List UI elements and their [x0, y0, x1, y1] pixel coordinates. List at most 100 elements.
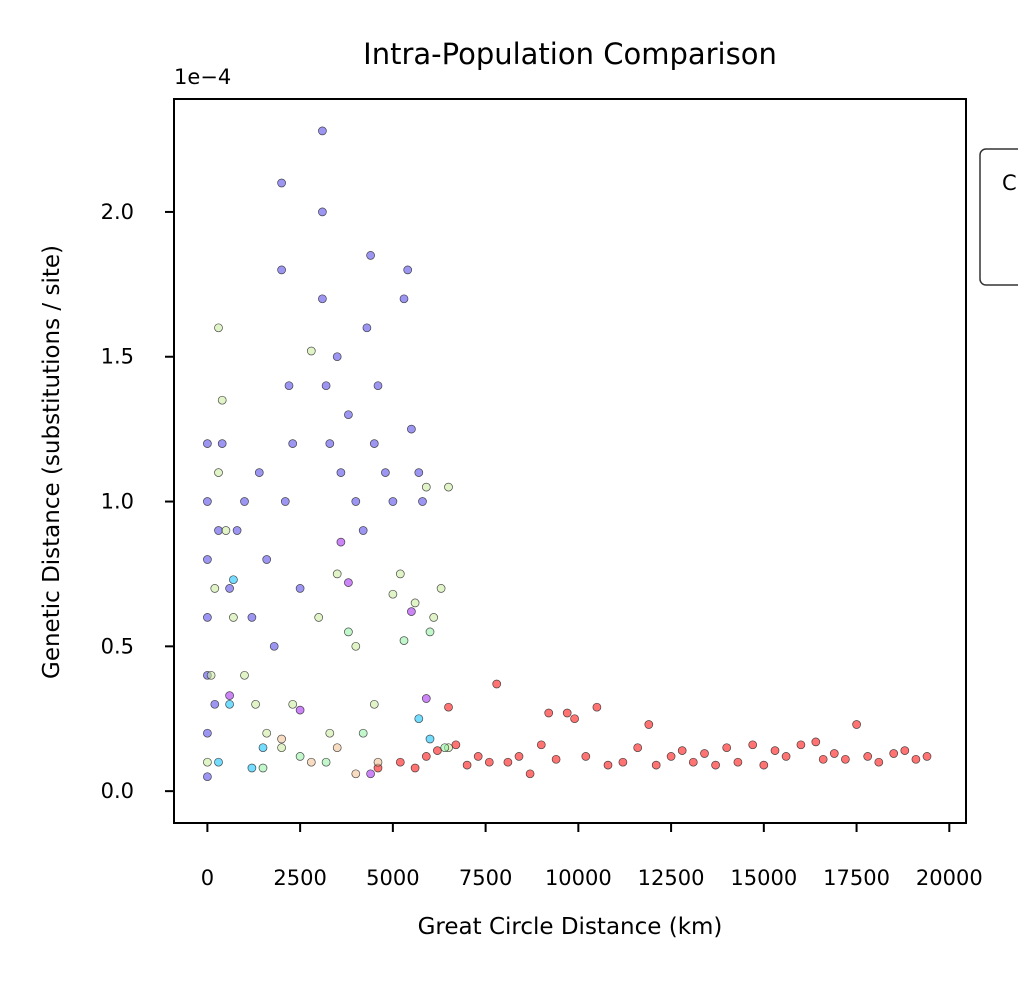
- y-axis-multiplier: 1e−4: [174, 65, 231, 89]
- data-point: [852, 720, 861, 729]
- data-point: [421, 694, 431, 703]
- data-point: [251, 699, 260, 709]
- x-tick-label: 10000: [545, 866, 612, 890]
- data-point: [318, 126, 327, 136]
- x-tick-label: 2500: [273, 866, 326, 890]
- series-6: [277, 734, 383, 779]
- data-points: [203, 126, 932, 782]
- data-point: [644, 720, 654, 729]
- data-point: [433, 746, 442, 755]
- series-5: [225, 537, 431, 779]
- data-point: [900, 746, 910, 755]
- data-point: [214, 526, 223, 535]
- data-point: [332, 352, 342, 362]
- data-point: [314, 613, 324, 622]
- data-point: [551, 754, 561, 764]
- data-point: [210, 699, 220, 709]
- data-point: [321, 757, 331, 767]
- series-3: [258, 627, 450, 773]
- data-point: [425, 734, 435, 744]
- data-point: [570, 714, 579, 724]
- data-point: [344, 578, 353, 587]
- data-point: [247, 763, 257, 773]
- x-tick-label: 5000: [366, 866, 419, 890]
- series-4: [214, 575, 435, 773]
- data-point: [759, 760, 769, 770]
- data-point: [288, 699, 298, 709]
- data-point: [444, 482, 453, 492]
- data-point: [781, 752, 791, 761]
- data-point: [240, 497, 249, 506]
- data-point: [688, 757, 698, 767]
- data-point: [332, 743, 342, 753]
- data-point: [544, 708, 554, 718]
- data-point: [381, 468, 390, 477]
- data-point: [436, 584, 446, 593]
- data-point: [403, 265, 413, 275]
- data-point: [889, 749, 899, 758]
- data-point: [484, 757, 494, 767]
- data-point: [911, 754, 921, 764]
- data-point: [818, 754, 828, 764]
- data-point: [206, 670, 216, 680]
- data-point: [214, 468, 223, 477]
- data-point: [280, 497, 290, 506]
- data-point: [344, 627, 353, 637]
- data-point: [229, 613, 238, 622]
- data-point: [651, 760, 661, 770]
- data-point: [225, 699, 234, 709]
- x-tick-label: 0: [201, 866, 214, 890]
- data-point: [525, 769, 535, 779]
- y-tick-label: 1.0: [101, 490, 134, 514]
- data-point: [214, 757, 223, 767]
- data-point: [203, 772, 212, 782]
- data-point: [796, 740, 806, 750]
- data-point: [421, 752, 431, 761]
- data-point: [369, 699, 379, 709]
- data-point: [325, 439, 335, 448]
- data-point: [358, 728, 368, 738]
- data-point: [351, 497, 361, 506]
- data-point: [395, 757, 405, 767]
- data-point: [358, 526, 368, 535]
- data-point: [829, 749, 839, 758]
- x-tick-label: 20000: [916, 866, 983, 890]
- data-point: [503, 757, 513, 767]
- data-point: [418, 497, 427, 506]
- data-point: [203, 728, 212, 738]
- data-point: [514, 752, 524, 761]
- data-point: [440, 743, 450, 753]
- data-point: [722, 743, 732, 753]
- data-point: [295, 752, 305, 761]
- data-point: [210, 584, 220, 593]
- series-2: [203, 323, 453, 767]
- data-point: [247, 613, 257, 622]
- data-point: [336, 537, 346, 547]
- data-point: [462, 760, 472, 770]
- data-point: [203, 497, 212, 506]
- data-point: [444, 702, 453, 712]
- data-point: [318, 207, 327, 217]
- x-axis-label: Great Circle Distance (km): [418, 914, 723, 940]
- y-axis-label: Genetic Distance (substitutions / site): [39, 245, 65, 679]
- data-point: [277, 743, 286, 753]
- data-point: [421, 482, 431, 492]
- data-point: [700, 749, 709, 758]
- data-point: [414, 468, 424, 477]
- data-point: [451, 740, 461, 750]
- data-point: [295, 584, 305, 593]
- data-point: [373, 757, 383, 767]
- data-point: [336, 468, 346, 477]
- legend: C: [979, 148, 1018, 286]
- data-point: [318, 294, 327, 304]
- data-point: [922, 752, 932, 761]
- data-point: [410, 598, 420, 608]
- data-point: [203, 555, 212, 564]
- y-tick-label: 1.5: [101, 345, 134, 369]
- data-point: [603, 760, 613, 770]
- x-tick-label: 12500: [638, 866, 705, 890]
- data-point: [748, 740, 758, 750]
- data-point: [306, 346, 316, 356]
